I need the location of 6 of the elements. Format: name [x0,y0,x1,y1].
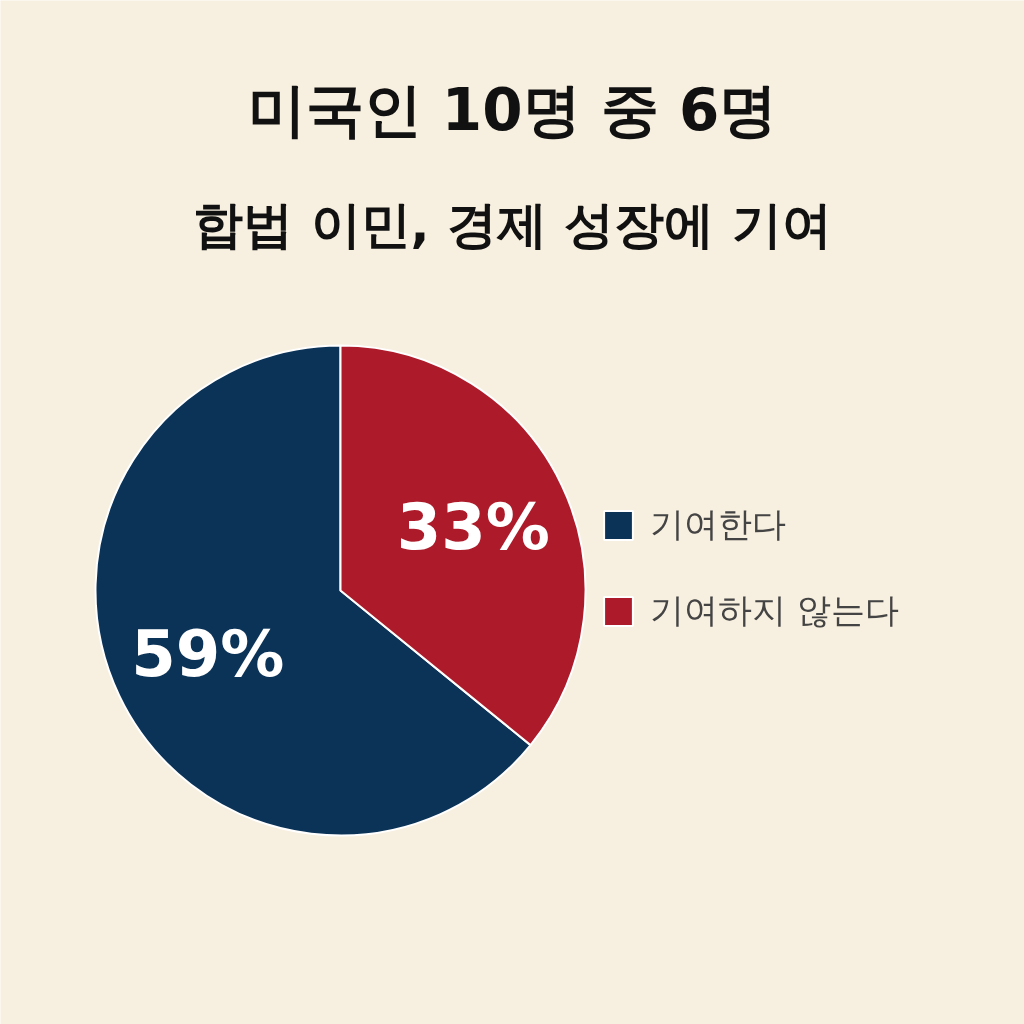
data-label: 33% [396,490,550,565]
chart-subtitle: 합법 이민, 경제 성장에 기여 [193,195,832,254]
data-label: 59% [131,616,285,691]
legend-label: 기여한다 [650,503,786,546]
legend-label: 기여하지 않는다 [650,589,899,632]
chart-title: 미국인 10명 중 6명 [247,75,778,144]
